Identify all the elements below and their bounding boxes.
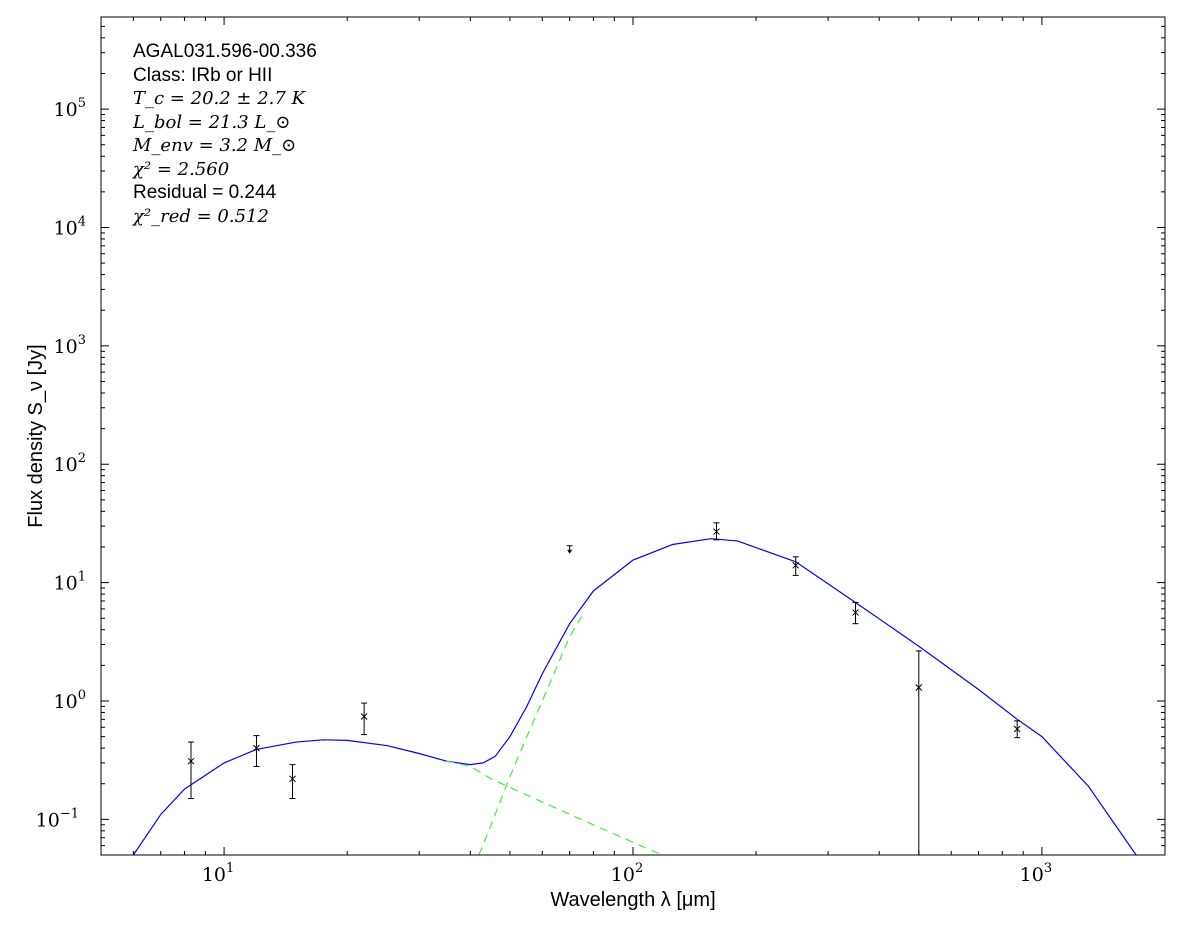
y-tick-label: 10−1: [36, 806, 79, 831]
total-fit-curve: [132, 538, 1137, 855]
component-curve-1: [446, 760, 663, 855]
data-point: [253, 735, 260, 767]
upper-limit-point: [566, 545, 573, 554]
y-tick-label: 103: [54, 333, 86, 358]
y-tick-label: 101: [54, 570, 86, 595]
x-axis-label: Wavelength λ [μm]: [550, 889, 715, 911]
data-point: [289, 764, 296, 800]
source-class: Class: IRb or HII: [133, 64, 273, 86]
source-name: AGAL031.596-00.336: [133, 41, 317, 62]
component-curve-2: [478, 615, 583, 855]
data-point: [852, 601, 859, 625]
temperature: T_c = 20.2 ± 2.7 K: [133, 88, 306, 109]
luminosity: L_bol = 21.3 L_⊙: [133, 111, 291, 133]
data-point: [187, 741, 195, 800]
data-point: [792, 556, 800, 576]
data-point: [360, 702, 368, 736]
x-tick-label: 103: [1020, 861, 1052, 886]
chi-squared: χ² = 2.560: [133, 158, 230, 180]
y-tick-label: 102: [54, 451, 86, 476]
y-tick-label: 100: [54, 688, 86, 713]
reduced-chi-squared: χ²_red = 0.512: [133, 205, 269, 227]
x-tick-label: 102: [611, 861, 643, 886]
data-point: [713, 522, 720, 541]
y-tick-label: 104: [54, 214, 86, 239]
y-axis-label: Flux density S_ν [Jy]: [25, 344, 47, 527]
data-point: [915, 650, 923, 855]
envelope-mass: M_env = 3.2 M_⊙: [133, 135, 297, 156]
x-tick-label: 101: [202, 861, 234, 886]
y-tick-label: 105: [54, 96, 86, 121]
annotation-box: AGAL031.596-00.336 Class: IRb or HII T_c…: [133, 40, 317, 228]
data-point: [1013, 720, 1021, 739]
residual: Residual = 0.244: [133, 182, 277, 203]
